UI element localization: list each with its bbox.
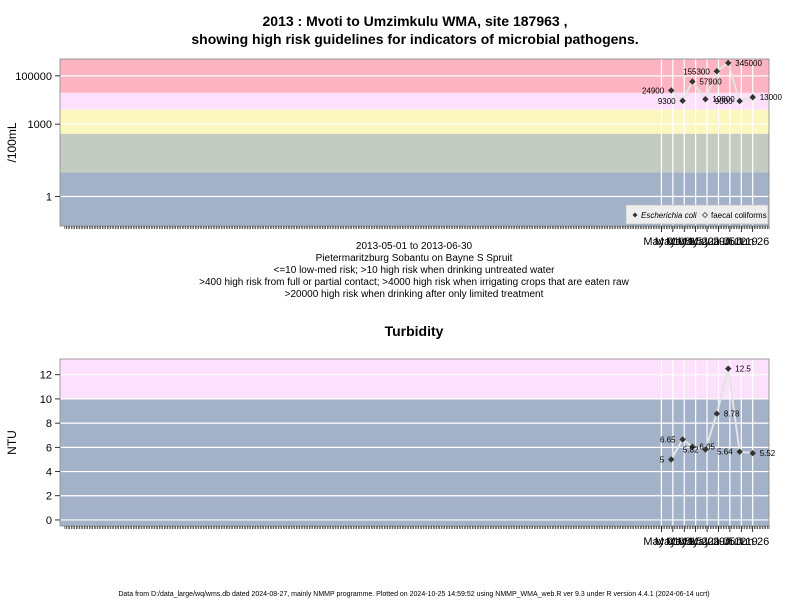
chart2-y-tick-label: 4 xyxy=(46,467,52,479)
chart2-y-tick-label: 2 xyxy=(46,491,52,503)
chart2-x-tick-label: Jun 26 xyxy=(736,536,769,548)
chart1-plot-frame xyxy=(59,58,770,227)
chart1-title-line2: showing high risk guidelines for indicat… xyxy=(191,31,638,47)
chart1-data-label: 9000 xyxy=(715,97,733,106)
chart2-data-label: 12.5 xyxy=(735,365,751,374)
chart1-data-point xyxy=(679,97,686,104)
chart1-x-tick-label: Jun 12 xyxy=(713,236,746,248)
chart2-data-point xyxy=(713,410,721,417)
chart2-data-point xyxy=(702,446,709,453)
chart1-data-label: 13000 xyxy=(760,93,783,102)
chart2-y-tick-label: 0 xyxy=(46,515,52,527)
chart2-risk-band xyxy=(60,359,769,399)
chart1-data-label: 57900 xyxy=(699,78,722,87)
chart1-x-tick-label: May 01 xyxy=(643,236,679,248)
chart1-subtitle-2: Pietermaritzburg Sobantu on Bayne S Spru… xyxy=(316,253,513,264)
chart2-x-tick-label: May 29 xyxy=(689,536,725,548)
chart1-subtitle-3: <=10 low-med risk; >10 high risk when dr… xyxy=(274,265,556,276)
chart2-x-tick-label: May 01 xyxy=(643,536,679,548)
chart1-series-line xyxy=(670,61,753,103)
chart2-data-point xyxy=(749,449,756,457)
chart1-data-label: 24900 xyxy=(642,86,665,95)
footer-note: Data from D:/data_large/wq/wms.db dated … xyxy=(118,591,709,598)
chart2-y-tick-label: 12 xyxy=(40,370,52,382)
chart1-y-tick-label: 1000 xyxy=(28,119,52,131)
legend-marker-ecoli xyxy=(632,212,638,218)
chart1-y-tick-label: 1 xyxy=(46,192,52,204)
chart2-y-tick-label: 6 xyxy=(46,442,52,454)
chart1-data-point xyxy=(702,95,709,103)
legend-label-ecoli: Escherichia coli xyxy=(641,211,697,220)
legend-label-faecal: faecal coliforms xyxy=(711,211,767,220)
chart2-x-tick-label: May 22 xyxy=(678,536,714,548)
chart2-data-label: 5.52 xyxy=(760,449,776,458)
chart1-subtitle-5: >20000 high risk when drinking after onl… xyxy=(285,289,544,300)
chart1-data-point xyxy=(725,59,732,67)
chart2-y-tick-label: 10 xyxy=(40,394,52,406)
legend-marker-faecal xyxy=(702,212,708,218)
chart1-x-tick-label: May 08 xyxy=(655,236,691,248)
chart2-data-point xyxy=(725,365,732,372)
chart2-data-label: 6.05 xyxy=(699,443,715,452)
chart1-subtitle-4: >400 high risk from full or partial cont… xyxy=(199,277,629,288)
chart2-x-tick-label: Jun 12 xyxy=(713,536,746,548)
chart2-data-point xyxy=(679,436,686,443)
chart1-data-point xyxy=(736,97,743,105)
chart2-data-point xyxy=(689,443,696,450)
chart2-x-tick-label: Jun 19 xyxy=(725,536,758,548)
chart1-data-label: 345000 xyxy=(735,59,762,68)
chart2-data-label: 8.78 xyxy=(724,410,740,419)
chart2-data-label: 5 xyxy=(660,455,665,464)
chart1-legend-box xyxy=(625,204,769,225)
chart1-data-point xyxy=(689,78,696,85)
chart2-data-label: 6.65 xyxy=(660,435,676,444)
chart2-x-tick-label: May 08 xyxy=(655,536,691,548)
chart1-data-point xyxy=(668,87,675,94)
chart1-x-tick-label: Jun 05 xyxy=(702,236,735,248)
chart1-x-tick-label: Jun 26 xyxy=(736,236,769,248)
chart2-title: Turbidity xyxy=(385,323,444,339)
chart1-subtitle-1: 2013-05-01 to 2013-06-30 xyxy=(356,241,473,252)
chart1-title-line1: 2013 : Mvoti to Umzimkulu WMA, site 1879… xyxy=(263,13,568,29)
chart2-data-point xyxy=(736,448,743,455)
chart1-x-tick-label: Jun 19 xyxy=(725,236,758,248)
chart2-y-tick-label: 8 xyxy=(46,418,52,430)
chart2-x-tick-label: Jun 05 xyxy=(702,536,735,548)
chart1-x-tick-label: May 15 xyxy=(666,236,702,248)
chart2-x-tick-label: May 15 xyxy=(666,536,702,548)
chart1-y-axis-label: /100mL xyxy=(5,122,19,162)
chart1-data-label: 10800 xyxy=(712,95,735,104)
chart2-plot-frame xyxy=(59,358,770,527)
chart2-data-label: 5.82 xyxy=(683,446,699,455)
chart2-risk-band xyxy=(60,398,769,526)
chart2-data-label: 5.64 xyxy=(717,448,733,457)
chart2-y-axis-label: NTU xyxy=(5,430,19,455)
chart1-risk-band xyxy=(60,92,769,110)
chart1-data-point xyxy=(713,68,721,75)
chart1-risk-band xyxy=(60,133,769,173)
chart1-data-label: 155300 xyxy=(683,67,710,76)
chart1-risk-band xyxy=(60,109,769,134)
chart1-x-tick-label: May 29 xyxy=(689,236,725,248)
chart1-y-tick-label: 100000 xyxy=(15,71,52,83)
chart1-data-point xyxy=(749,94,756,101)
chart1-data-label: 9300 xyxy=(658,97,676,106)
chart1-x-tick-label: May 22 xyxy=(678,236,714,248)
chart2-data-point xyxy=(668,456,675,463)
